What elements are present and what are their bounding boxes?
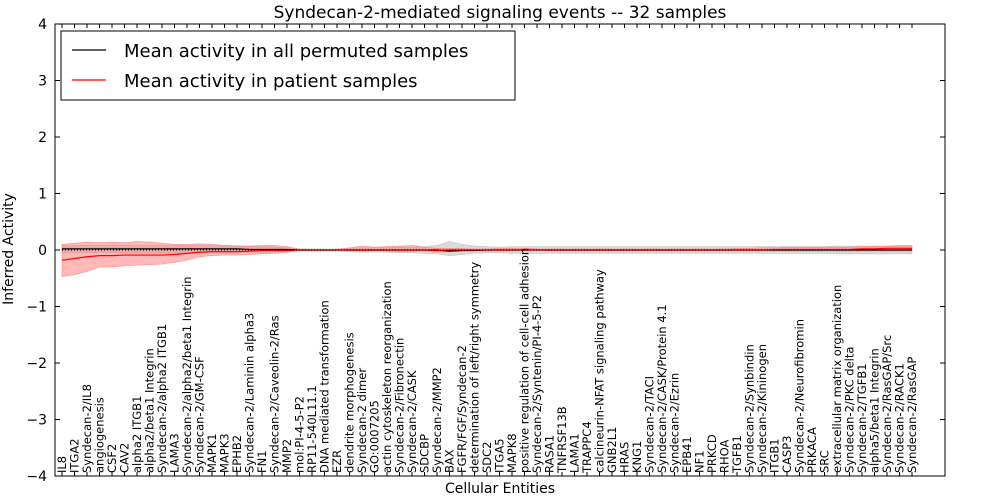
x-tick-label: ITGA5 xyxy=(493,438,507,473)
x-tick-label: Syndecan-2/alpha2/beta1 Integrin xyxy=(180,276,194,473)
x-tick-label: CASP3 xyxy=(780,436,794,473)
x-tick-label: Syndecan-2/RasGAP/Src xyxy=(880,335,894,473)
x-tick-label: alpha2 ITGB1 xyxy=(130,396,144,473)
x-axis-label: Cellular Entities xyxy=(445,481,555,497)
legend-label-permuted: Mean activity in all permuted samples xyxy=(124,41,468,62)
legend: Mean activity in all permuted samples Me… xyxy=(60,30,516,101)
x-tick-label: EPHB2 xyxy=(230,435,244,473)
x-tick-label: SDCBP xyxy=(418,434,432,473)
x-tick-label: Syndecan-2/alpha2 ITGB1 xyxy=(155,324,169,473)
x-tick-label: NF1 xyxy=(693,450,707,473)
x-tick-label: Syndecan-2/CASK xyxy=(405,370,419,473)
x-tick-label: actin cytoskeleton reorganization xyxy=(380,281,394,473)
x-tick-label: Syndecan-2/RACK1 xyxy=(893,363,907,473)
x-tick-label: Syndecan-2/Caveolin-2/Ras xyxy=(268,315,282,473)
x-tick-label: TGFB1 xyxy=(730,435,744,474)
x-tick-label: Syndecan-2/Syntenin/PI-4-5-P2 xyxy=(530,295,544,473)
x-tick-label: Syndecan-2/MMP2 xyxy=(430,367,444,473)
x-tick-label: MMP2 xyxy=(280,439,294,473)
x-tick-label: MAPK1 xyxy=(205,433,219,473)
x-tick-label: Syndecan-2/Kininogen xyxy=(755,344,769,473)
x-tick-label: RP11-540L11.1 xyxy=(305,385,319,473)
x-tick-label: PRKCD xyxy=(705,434,719,473)
x-tick-label: alpha2/beta1 Integrin xyxy=(143,348,157,473)
x-tick-label: Syndecan-2 dimer xyxy=(355,368,369,473)
x-tick-label: ITGA2 xyxy=(68,438,82,473)
legend-box xyxy=(60,30,516,101)
y-tick-label: −2 xyxy=(26,356,47,372)
x-tick-label: KNG1 xyxy=(630,441,644,473)
legend-label-patient: Mean activity in patient samples xyxy=(124,71,418,92)
x-tick-label: DNA mediated transformation xyxy=(318,300,332,473)
x-tick-label: SRC xyxy=(818,450,832,473)
x-tick-label: PRKACA xyxy=(805,427,819,473)
x-tick-label: Syndecan-2/IL8 xyxy=(80,384,94,473)
x-tick-label: GNB2L1 xyxy=(605,427,619,473)
y-tick-label: −4 xyxy=(26,469,47,485)
x-tick-label: Syndecan-2/GM-CSF xyxy=(193,356,207,473)
x-tick-label: Syndecan-2/PKC delta xyxy=(843,347,857,473)
x-tick-label: SDC2 xyxy=(480,441,494,473)
y-tick-label: 4 xyxy=(38,17,47,33)
y-tick-label: 2 xyxy=(38,130,47,146)
y-tick-label: 0 xyxy=(38,243,47,259)
x-tick-label: LAMA3 xyxy=(168,433,182,473)
y-axis-label: Inferred Activity xyxy=(1,193,17,305)
x-tick-label: LAMA1 xyxy=(568,433,582,473)
y-tick-label: 3 xyxy=(38,74,47,90)
x-tick-label: Syndecan-2/TACI xyxy=(643,376,657,473)
x-tick-label: extracellular matrix organization xyxy=(830,285,844,473)
y-tick-label: 1 xyxy=(38,187,47,203)
x-tick-label: determination of left/right symmetry xyxy=(468,262,482,473)
x-tick-label: RHOA xyxy=(718,440,732,473)
x-tick-label: TNFRSF13B xyxy=(555,406,569,474)
x-tick-label: IL8 xyxy=(55,456,69,473)
series-lines xyxy=(61,247,912,261)
x-tick-label: angiogenesis xyxy=(93,397,107,473)
x-tick-label: Syndecan-2/Neurofibromin xyxy=(793,319,807,473)
confidence-bands xyxy=(61,241,913,277)
x-tick-label: EPB41 xyxy=(680,436,694,473)
x-ticks: IL8ITGA2Syndecan-2/IL8angiogenesisCSF2CA… xyxy=(55,24,919,476)
x-tick-label: Syndecan-2/Fibronectin xyxy=(393,338,407,473)
x-tick-label: MAPK8 xyxy=(505,433,519,473)
x-tick-label: Syndecan-2/RasGAP xyxy=(905,357,919,473)
x-tick-label: RASA1 xyxy=(543,435,557,473)
x-tick-label: CAV2 xyxy=(118,443,132,473)
x-tick-label: TRAPPC4 xyxy=(580,421,594,474)
x-tick-label: GO:0007205 xyxy=(368,400,382,473)
x-tick-label: FN1 xyxy=(255,450,269,473)
chart-title: Syndecan-2-mediated signaling events -- … xyxy=(274,3,727,23)
x-tick-label: FGFR/FGF/Syndecan-2 xyxy=(455,345,469,473)
y-tick-label: −3 xyxy=(26,413,47,429)
x-tick-label: ITGB1 xyxy=(768,438,782,473)
y-tick-label: −1 xyxy=(26,300,47,316)
x-tick-label: MAPK3 xyxy=(218,433,232,473)
x-tick-label: dendrite morphogenesis xyxy=(343,332,357,473)
x-tick-label: Syndecan-2/Ezrin xyxy=(668,373,682,473)
x-tick-label: Syndecan-2/Synbindin xyxy=(743,344,757,473)
x-tick-label: Syndecan-2/TGFB1 xyxy=(855,363,869,473)
x-tick-label: CSF2 xyxy=(105,444,119,473)
y-ticks: −4 −3 −2 −1 0 1 2 3 4 xyxy=(26,17,945,485)
x-tick-label: positive regulation of cell-cell adhesio… xyxy=(518,248,532,473)
x-tick-label: BAX xyxy=(443,449,457,473)
x-tick-label: HRAS xyxy=(618,442,632,473)
x-tick-label: calcineurin-NFAT signaling pathway xyxy=(593,269,607,473)
x-tick-label: Syndecan-2/Laminin alpha3 xyxy=(243,313,257,473)
x-tick-label: alpha5/beta1 Integrin xyxy=(868,348,882,473)
x-tick-label: Syndecan-2/CASK/Protein 4.1 xyxy=(655,304,669,473)
plot-frame xyxy=(54,23,946,477)
x-tick-label: EZR xyxy=(330,450,344,473)
x-tick-label: mol:PI-4-5-P2 xyxy=(293,396,307,473)
